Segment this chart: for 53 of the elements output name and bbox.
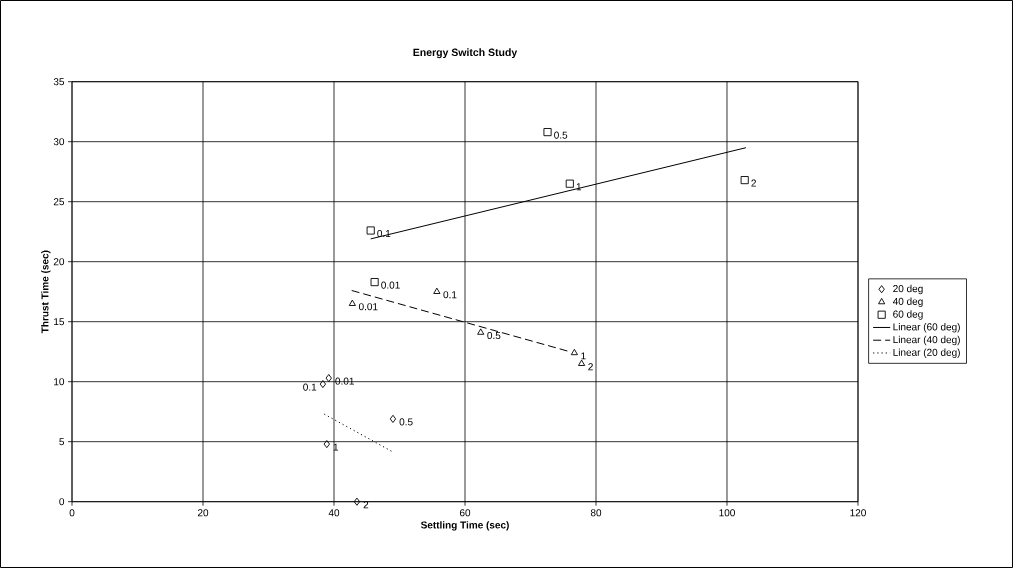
legend-label: 60 deg [893, 310, 923, 320]
annotation: 2 [588, 363, 593, 371]
point [570, 348, 578, 356]
y-tick-label: 25 [53, 198, 65, 206]
point [740, 176, 749, 185]
annotation: 1 [333, 443, 339, 451]
annotation: 0.1 [377, 229, 391, 238]
point [477, 328, 485, 335]
legend-label: 40 deg [892, 297, 923, 307]
point [325, 374, 332, 383]
point [433, 287, 441, 294]
y-axis-title: Thrust Time (sec) [41, 250, 51, 334]
x-tick-label: 120 [850, 509, 866, 517]
x-tick-label: 40 [328, 509, 340, 517]
point [565, 179, 574, 188]
point [543, 128, 552, 137]
point [578, 359, 586, 366]
legend-label: Linear (60 deg) [893, 323, 960, 333]
annotation: 0.1 [443, 291, 457, 299]
y-tick-label: 0 [59, 498, 65, 506]
point [353, 497, 361, 506]
x-tick-label: 100 [719, 509, 735, 517]
annotation: 0.5 [554, 131, 568, 139]
annotation: 1 [576, 183, 582, 191]
legend-label: Linear (20 deg) [893, 348, 960, 358]
y-tick-label: 20 [53, 258, 65, 266]
point [348, 299, 356, 306]
annotation: 1 [581, 352, 586, 360]
x-tick-label: 20 [197, 509, 209, 517]
point [370, 278, 379, 287]
x-tick-label: 60 [459, 509, 471, 517]
x-tick-label: 0 [69, 509, 75, 517]
y-tick-label: 35 [53, 78, 65, 86]
y-tick-label: 5 [59, 438, 65, 446]
point [319, 380, 327, 389]
legend-label: Linear (40 deg) [893, 335, 960, 346]
annotation: 2 [363, 501, 369, 509]
point [323, 440, 330, 449]
annotation: 0.5 [487, 331, 501, 340]
annotation: 0.1 [303, 383, 317, 391]
y-tick-label: 10 [54, 378, 65, 386]
legend-label: 20 deg [893, 284, 923, 295]
x-tick-label: 80 [590, 509, 602, 517]
chart-title: Energy Switch Study [413, 48, 518, 59]
point [389, 414, 397, 423]
annotation: 2 [751, 179, 756, 187]
annotation: 0.01 [358, 303, 378, 311]
annotation: 0.5 [399, 418, 413, 426]
y-tick-label: 30 [53, 138, 65, 146]
y-tick-label: 15 [54, 318, 65, 326]
point [366, 226, 375, 235]
annotation: 0.01 [381, 281, 400, 289]
x-axis-title: Settling Time (sec) [420, 521, 509, 531]
